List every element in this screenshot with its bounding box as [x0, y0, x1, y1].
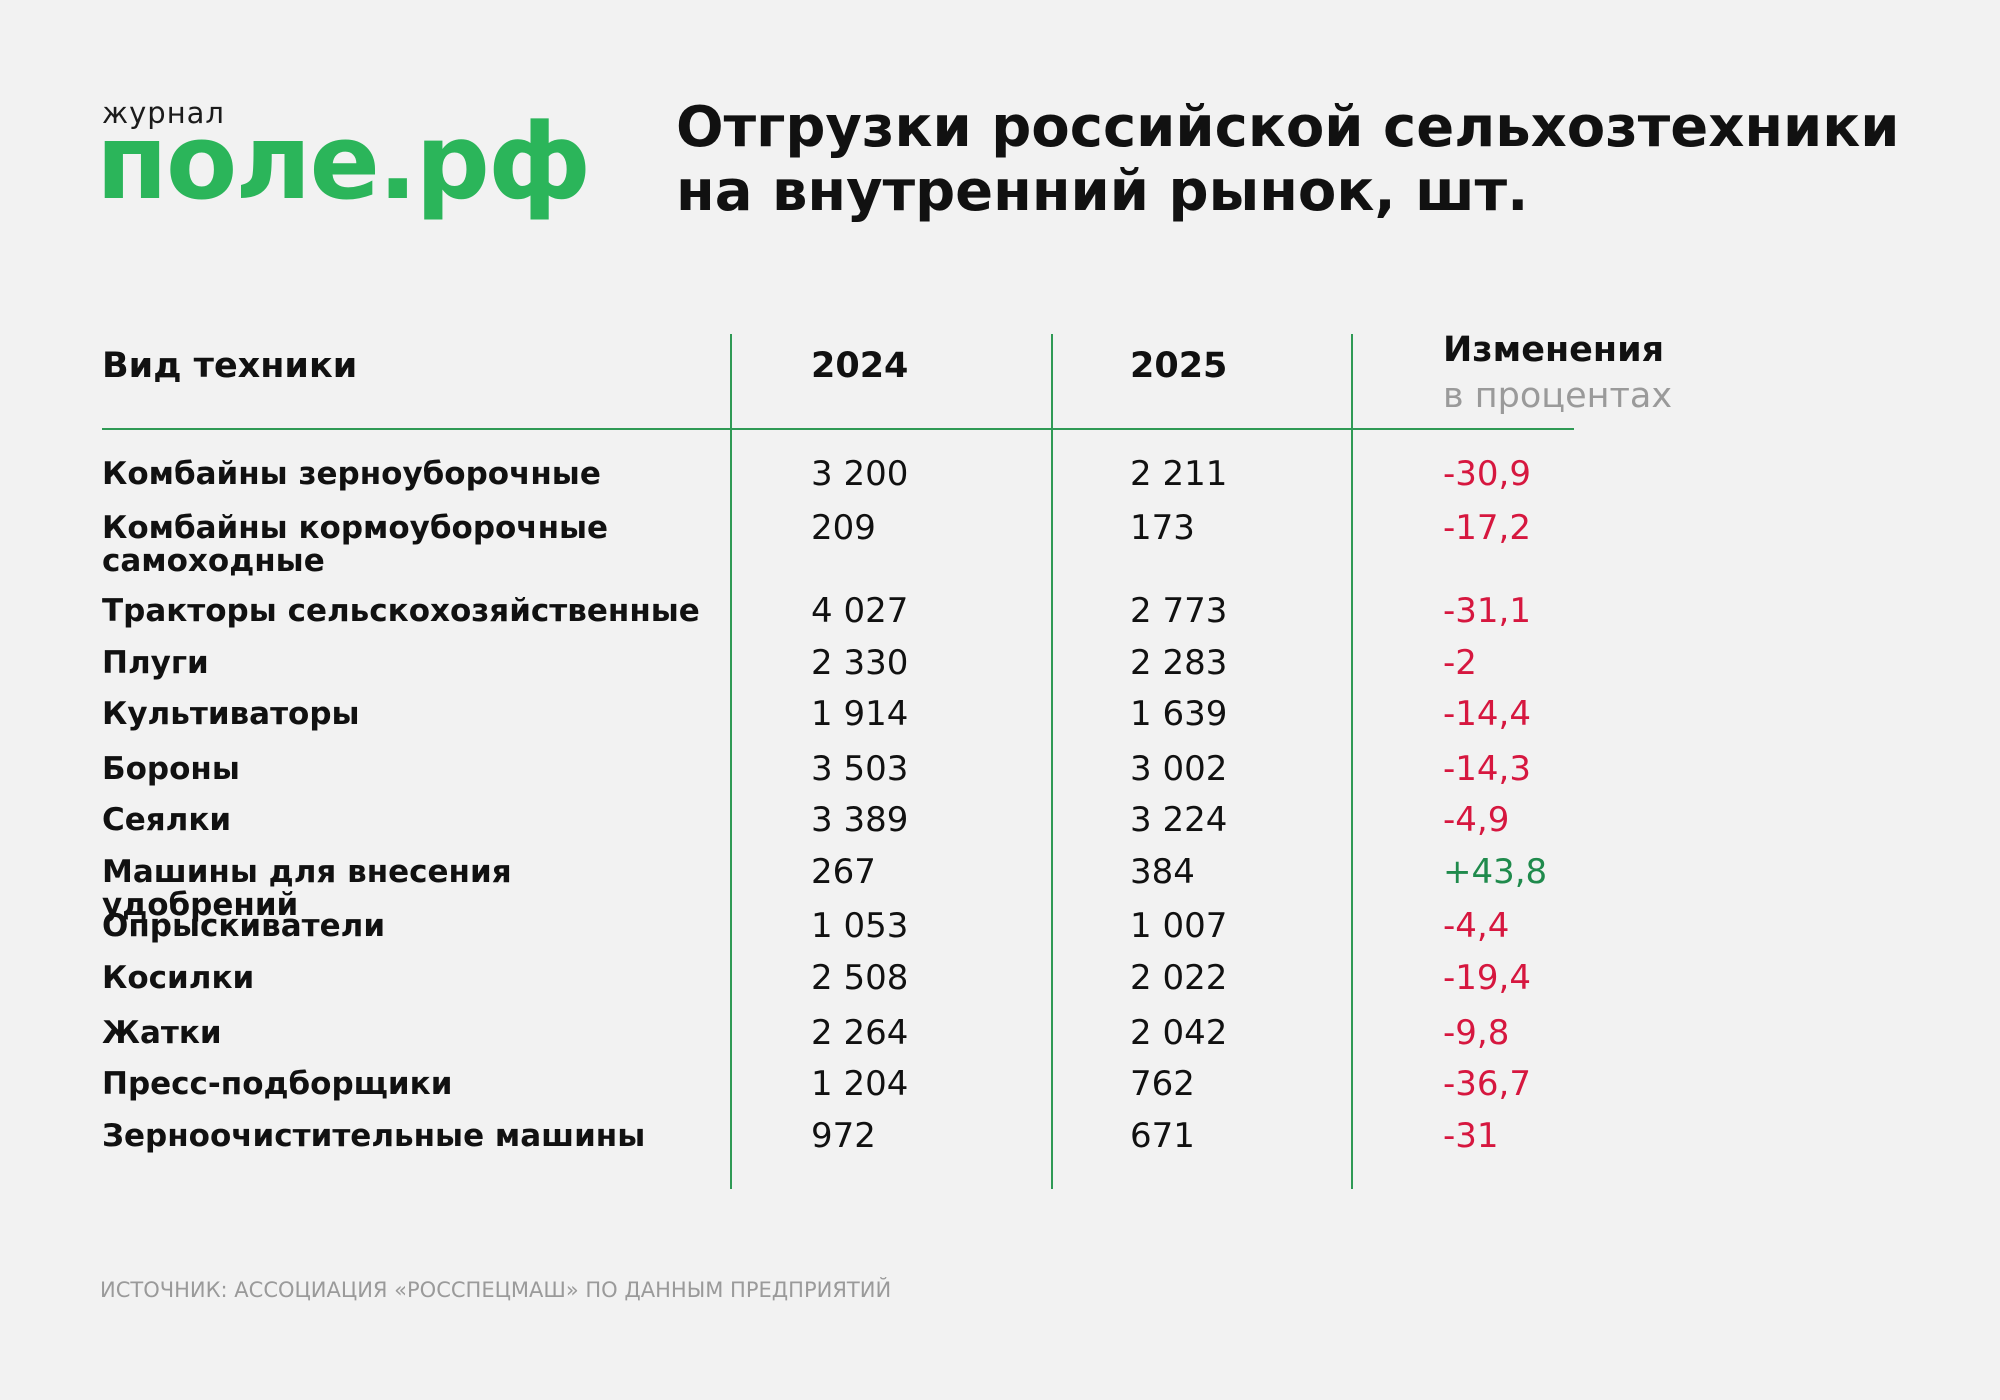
- value-2025: 3 002: [1130, 749, 1228, 789]
- change-percent: -2: [1443, 643, 1477, 683]
- row-name: Комбайны кормоуборочные самоходные: [102, 510, 609, 579]
- title-line: на внутренний рынок, шт.: [676, 159, 1529, 224]
- value-2024: 1 914: [811, 694, 909, 734]
- value-2024: 209: [811, 508, 876, 548]
- change-percent: -4,9: [1443, 800, 1510, 840]
- change-percent: -36,7: [1443, 1064, 1531, 1104]
- title-line: Отгрузки российской сельхозтехники: [676, 95, 1900, 160]
- value-2025: 2 211: [1130, 454, 1228, 494]
- row-name: Опрыскиватели: [102, 908, 386, 944]
- title: Отгрузки российской сельхозтехники на вн…: [676, 96, 1900, 224]
- value-2024: 3 200: [811, 454, 909, 494]
- value-2024: 4 027: [811, 591, 909, 631]
- change-percent: -4,4: [1443, 906, 1510, 946]
- change-percent: -31,1: [1443, 591, 1531, 631]
- row-name: Сеялки: [102, 802, 232, 838]
- value-2025: 2 773: [1130, 591, 1228, 631]
- value-2024: 3 389: [811, 800, 909, 840]
- row-name: Пресс-подборщики: [102, 1066, 453, 1102]
- header-change-sub: в процентах: [1443, 376, 1673, 416]
- row-name: Зерноочистительные машины: [102, 1118, 646, 1154]
- logo: поле.рф: [96, 101, 591, 223]
- row-name: Комбайны зерноуборочные: [102, 456, 601, 492]
- value-2025: 384: [1130, 852, 1195, 892]
- value-2024: 972: [811, 1116, 876, 1156]
- value-2024: 1 053: [811, 906, 909, 946]
- header-name: Вид техники: [102, 346, 358, 386]
- column-divider: [1051, 334, 1053, 1189]
- header-2024: 2024: [811, 346, 909, 386]
- row-name: Плуги: [102, 645, 209, 681]
- value-2024: 2 330: [811, 643, 909, 683]
- change-percent: -14,4: [1443, 694, 1531, 734]
- change-percent: -14,3: [1443, 749, 1531, 789]
- value-2025: 1 639: [1130, 694, 1228, 734]
- row-name: Жатки: [102, 1015, 222, 1051]
- change-percent: +43,8: [1443, 852, 1548, 892]
- row-name: Косилки: [102, 960, 255, 996]
- source: ИСТОЧНИК: АССОЦИАЦИЯ «РОССПЕЦМАШ» ПО ДАН…: [100, 1278, 892, 1302]
- header-change: Изменения: [1443, 330, 1665, 370]
- value-2025: 1 007: [1130, 906, 1228, 946]
- column-divider: [730, 334, 732, 1189]
- value-2024: 1 204: [811, 1064, 909, 1104]
- change-percent: -19,4: [1443, 958, 1531, 998]
- row-name: Культиваторы: [102, 696, 360, 732]
- logo-small: журнал: [102, 96, 225, 130]
- value-2025: 2 042: [1130, 1013, 1228, 1053]
- header-2025: 2025: [1130, 346, 1228, 386]
- row-name: Бороны: [102, 751, 240, 787]
- change-percent: -31: [1443, 1116, 1499, 1156]
- value-2025: 762: [1130, 1064, 1195, 1104]
- change-percent: -30,9: [1443, 454, 1531, 494]
- value-2024: 3 503: [811, 749, 909, 789]
- value-2025: 2 283: [1130, 643, 1228, 683]
- value-2025: 3 224: [1130, 800, 1228, 840]
- row-name: Тракторы сельскохозяйственные: [102, 593, 700, 629]
- change-percent: -17,2: [1443, 508, 1531, 548]
- value-2025: 173: [1130, 508, 1195, 548]
- row-name: Машины для внесения удобрений: [102, 854, 512, 923]
- value-2025: 671: [1130, 1116, 1195, 1156]
- value-2024: 2 508: [811, 958, 909, 998]
- value-2024: 267: [811, 852, 876, 892]
- header-divider: [102, 428, 1574, 430]
- change-percent: -9,8: [1443, 1013, 1510, 1053]
- value-2024: 2 264: [811, 1013, 909, 1053]
- column-divider: [1351, 334, 1353, 1189]
- value-2025: 2 022: [1130, 958, 1228, 998]
